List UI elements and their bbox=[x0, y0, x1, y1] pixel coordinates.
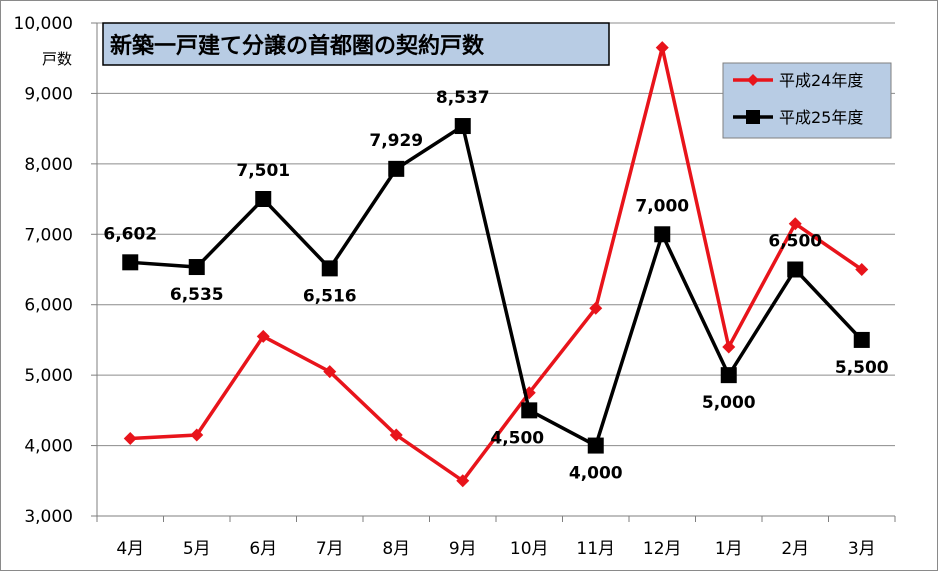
data-label: 5,500 bbox=[835, 358, 889, 378]
data-point bbox=[190, 428, 204, 442]
y-tick-label: 10,000 bbox=[14, 14, 73, 34]
x-tick-label: 8月 bbox=[382, 539, 410, 559]
data-point bbox=[123, 432, 137, 446]
series-line bbox=[130, 123, 864, 449]
data-point bbox=[720, 367, 737, 384]
x-tick-label: 3月 bbox=[848, 539, 876, 559]
data-point bbox=[255, 191, 272, 208]
y-tick-label: 6,000 bbox=[24, 296, 73, 316]
legend-label: 平成24年度 bbox=[779, 71, 863, 90]
legend-marker bbox=[747, 74, 759, 86]
data-point bbox=[388, 160, 405, 177]
data-point bbox=[787, 261, 804, 278]
y-axis-label: 戸数 bbox=[42, 50, 72, 68]
x-tick-label: 5月 bbox=[183, 539, 211, 559]
chart-title-box: 新築一戸建て分譲の首都圏の契約戸数 bbox=[102, 22, 610, 66]
data-label: 5,000 bbox=[702, 393, 756, 413]
y-tick-label: 5,000 bbox=[24, 366, 73, 386]
data-point bbox=[456, 474, 470, 488]
series-2 bbox=[122, 118, 870, 454]
x-tick-label: 2月 bbox=[781, 539, 809, 559]
data-point bbox=[389, 428, 403, 442]
data-point bbox=[655, 41, 669, 55]
chart-title: 新築一戸建て分譲の首都圏の契約戸数 bbox=[110, 33, 485, 59]
series-lines bbox=[122, 41, 870, 488]
data-label: 6,602 bbox=[103, 224, 157, 244]
legend-item: 平成24年度 bbox=[733, 71, 863, 90]
data-point bbox=[188, 259, 205, 276]
data-point bbox=[321, 260, 338, 277]
x-tick-label: 11月 bbox=[576, 539, 615, 559]
y-tick-label: 7,000 bbox=[24, 225, 73, 245]
x-tick-label: 1月 bbox=[715, 539, 743, 559]
data-point bbox=[722, 340, 736, 354]
legend-marker bbox=[746, 110, 760, 124]
x-tick-label: 9月 bbox=[449, 539, 477, 559]
y-tick-label: 4,000 bbox=[24, 437, 73, 457]
data-label: 7,929 bbox=[369, 131, 423, 151]
x-tick-label: 7月 bbox=[316, 539, 344, 559]
data-point bbox=[323, 365, 337, 379]
data-label: 7,000 bbox=[635, 196, 689, 216]
data-label: 4,000 bbox=[569, 464, 623, 484]
data-label: 6,516 bbox=[303, 286, 357, 306]
data-point bbox=[454, 118, 471, 135]
y-tick-label: 9,000 bbox=[24, 84, 73, 104]
series-line bbox=[130, 47, 863, 484]
data-labels: 6,602 6,535 7,501 6,516 7,929 8,537 4,500 4,000… bbox=[103, 88, 888, 484]
data-point bbox=[654, 226, 671, 243]
data-point bbox=[122, 254, 139, 271]
x-tick-label: 12月 bbox=[643, 539, 682, 559]
data-label: 6,500 bbox=[768, 232, 822, 252]
data-point bbox=[853, 331, 870, 348]
y-tick-label: 8,000 bbox=[24, 155, 73, 175]
data-point bbox=[855, 263, 869, 276]
data-label: 4,500 bbox=[490, 428, 544, 448]
data-point bbox=[587, 437, 604, 454]
data-point bbox=[256, 329, 270, 343]
series-1 bbox=[123, 41, 869, 488]
x-tick-label: 4月 bbox=[116, 539, 144, 559]
data-label: 8,537 bbox=[436, 88, 490, 108]
x-tick-label: 10月 bbox=[510, 539, 549, 559]
data-label: 6,535 bbox=[170, 285, 224, 305]
data-point bbox=[589, 301, 603, 315]
legend-item: 平成25年度 bbox=[733, 108, 863, 127]
axes: 3,000 4,000 5,000 6,000 7,000 8,000 9,000 10,00… bbox=[14, 14, 896, 559]
y-tick-label: 3,000 bbox=[24, 507, 73, 527]
x-tick-label: 6月 bbox=[249, 539, 277, 559]
data-point bbox=[788, 217, 802, 231]
data-label: 7,501 bbox=[236, 161, 290, 181]
data-point bbox=[521, 402, 538, 419]
legend-label: 平成25年度 bbox=[779, 108, 863, 127]
